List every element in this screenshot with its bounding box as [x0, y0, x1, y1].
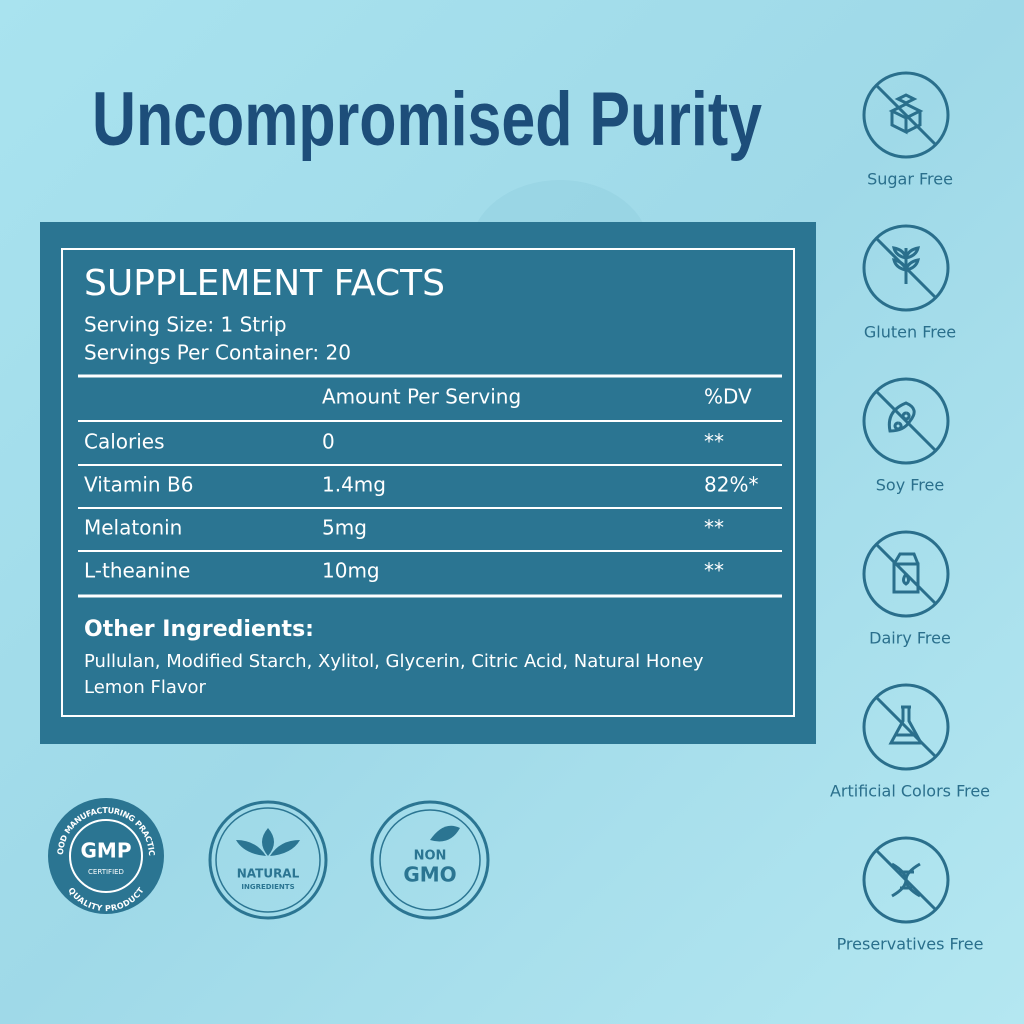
- badge-text: NON: [414, 849, 447, 864]
- title: Uncompromised Purity: [92, 77, 762, 162]
- badge-ring: [48, 798, 164, 914]
- badge-inner: [69, 819, 143, 893]
- fact-cell: **: [704, 559, 724, 583]
- serving-size: Serving Size: 1 Strip: [84, 313, 287, 337]
- leaf-icon: [236, 828, 300, 856]
- badge-sub: CERTIFIED: [88, 868, 124, 876]
- feature-icon-ring: [862, 377, 950, 465]
- panel-bg: [40, 222, 816, 744]
- fact-cell: L-theanine: [84, 559, 190, 583]
- fact-cell: 82%*: [704, 473, 758, 497]
- other-ingredients: Pullulan, Modified Starch, Xylitol, Glyc…: [84, 651, 704, 672]
- non-gmo-badge: NON GMO: [370, 800, 490, 920]
- feature-slash: [874, 542, 938, 606]
- feature-icon-ring: [862, 71, 950, 159]
- feature-slash: [874, 695, 938, 759]
- facts-heading: SUPPLEMENT FACTS: [84, 263, 445, 304]
- feature-label: Gluten Free: [864, 323, 956, 342]
- feature-slash: [874, 236, 938, 300]
- badge-main: GMP: [81, 839, 132, 863]
- fact-cell: 0: [322, 430, 335, 454]
- feature-label: Sugar Free: [867, 170, 953, 189]
- feature-icon-ring: [862, 683, 950, 771]
- feature-slash: [874, 83, 938, 147]
- leaf-icon: [430, 825, 460, 842]
- fact-cell: Calories: [84, 430, 165, 454]
- feature-label: Soy Free: [876, 476, 944, 495]
- fact-cell: Melatonin: [84, 516, 182, 540]
- fact-cell: 10mg: [322, 559, 380, 583]
- feature-icon-ring: [862, 836, 950, 924]
- feature-icon-ring: [862, 224, 950, 312]
- fact-cell: Vitamin B6: [84, 473, 193, 497]
- badge-ring: [208, 800, 328, 920]
- badge-text: GMO: [403, 863, 456, 887]
- other-ingredients: Lemon Flavor: [84, 677, 207, 698]
- feature-icon: [887, 401, 916, 433]
- feature-icon: [888, 93, 924, 135]
- fact-cell: 5mg: [322, 516, 367, 540]
- feature-label: Artificial Colors Free: [830, 782, 990, 801]
- badge-ring: [379, 809, 481, 911]
- servings-per-container: Servings Per Container: 20: [84, 341, 351, 365]
- badge-ring: [215, 807, 321, 913]
- fact-cell: **: [704, 516, 724, 540]
- feature-label: Preservatives Free: [837, 935, 984, 954]
- badge-ring: [370, 800, 490, 920]
- feature-label: Dairy Free: [869, 629, 951, 648]
- column-header: %DV: [704, 385, 752, 409]
- fact-cell: **: [704, 430, 724, 454]
- badge-text: NATURAL: [237, 867, 300, 881]
- badge-text: INGREDIENTS: [241, 883, 294, 891]
- panel-border: [61, 248, 795, 717]
- supplement-facts: SUPPLEMENT FACTS Serving Size: 1 Strip S…: [40, 222, 816, 744]
- natural-badge: NATURAL INGREDIENTS: [208, 800, 328, 920]
- fact-cell: 1.4mg: [322, 473, 386, 497]
- feature-slash: [874, 389, 938, 453]
- feature-slash: [874, 848, 938, 912]
- feature-icon-ring: [862, 530, 950, 618]
- column-header: Amount Per Serving: [322, 385, 521, 409]
- other-heading: Other Ingredients:: [84, 617, 314, 642]
- feature-list: Sugar Free Gluten Free Soy Free Dairy Free A…: [830, 71, 990, 954]
